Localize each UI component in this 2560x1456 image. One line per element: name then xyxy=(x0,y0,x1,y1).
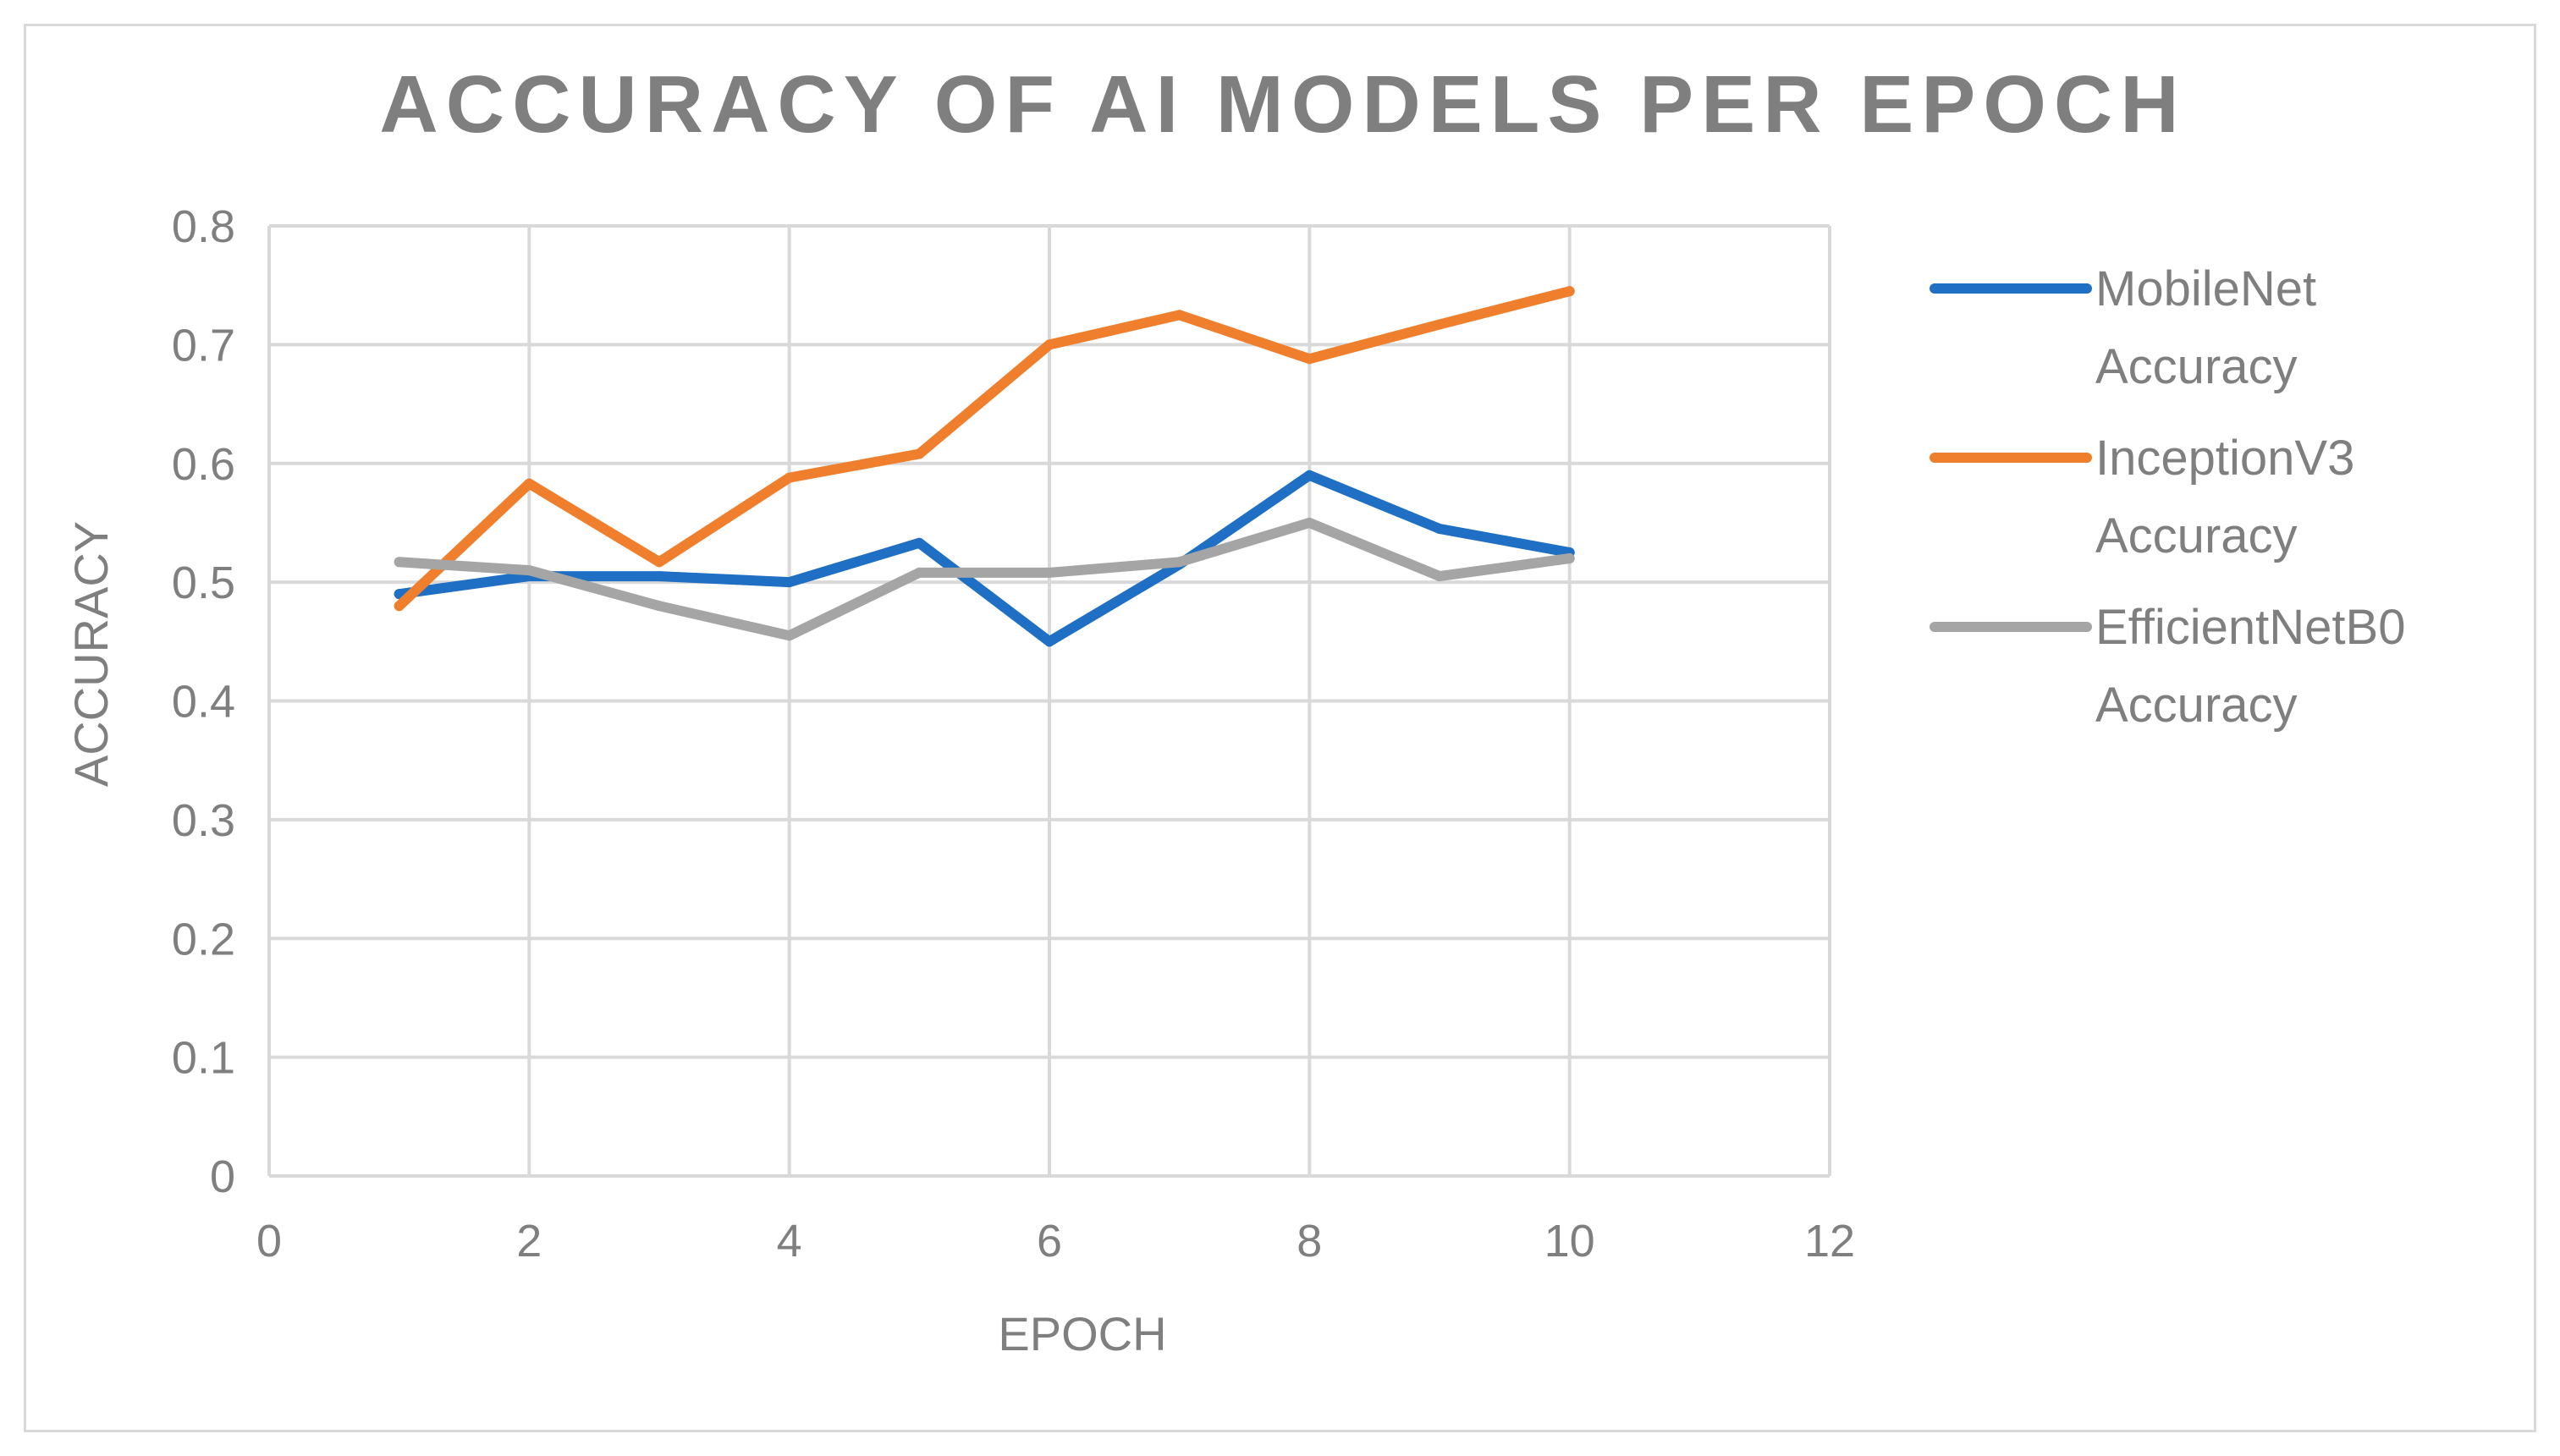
legend-label: EfficientNetB0 xyxy=(2095,600,2405,655)
data-point xyxy=(524,478,535,489)
y-tick-label: 0.5 xyxy=(172,558,235,608)
data-point xyxy=(914,567,925,578)
legend-label: InceptionV3 xyxy=(2095,431,2354,486)
y-tick-label: 0.8 xyxy=(172,201,235,252)
x-tick-label: 8 xyxy=(1297,1216,1322,1266)
data-point xyxy=(654,571,664,582)
y-axis-title: ACCURACY xyxy=(64,521,118,787)
y-tick-label: 0.3 xyxy=(172,795,235,846)
data-point xyxy=(914,537,925,548)
data-point xyxy=(914,448,925,459)
chart-frame: ACCURACY OF AI MODELS PER EPOCH 0 0.1 0.2 0… xyxy=(24,24,2536,1432)
chart-title: ACCURACY OF AI MODELS PER EPOCH xyxy=(379,59,2186,150)
data-point xyxy=(1044,567,1054,578)
data-point xyxy=(1174,557,1185,568)
data-point xyxy=(394,557,405,568)
series-line-2 xyxy=(394,517,1575,641)
data-point xyxy=(1304,470,1315,481)
data-point xyxy=(1434,319,1445,330)
data-point xyxy=(1044,636,1054,647)
x-tick-label: 0 xyxy=(256,1216,282,1266)
x-tick-label: 12 xyxy=(1804,1216,1855,1266)
data-point xyxy=(524,565,535,576)
data-point xyxy=(1304,517,1315,528)
data-point xyxy=(1564,553,1575,564)
data-point xyxy=(394,589,405,600)
data-point xyxy=(784,577,795,588)
data-point xyxy=(1434,571,1445,582)
legend: MobileNet Accuracy InceptionV3 Accuracy Effi… xyxy=(1930,261,2405,733)
data-point xyxy=(1564,286,1575,297)
y-tick-label: 0 xyxy=(210,1151,235,1202)
y-tick-label: 0.7 xyxy=(172,320,235,371)
series-line-0 xyxy=(394,470,1575,647)
data-point xyxy=(654,601,664,612)
data-point xyxy=(654,557,664,568)
data-point xyxy=(394,601,405,612)
y-tick-label: 0.4 xyxy=(172,677,235,728)
gridlines xyxy=(267,224,1831,1178)
data-point xyxy=(784,472,795,483)
legend-label: Accuracy xyxy=(2095,339,2298,394)
y-tick-label: 0.1 xyxy=(172,1033,235,1084)
legend-label: Accuracy xyxy=(2095,508,2298,563)
y-tick-label: 0.6 xyxy=(172,439,235,490)
axes: 0 0.1 0.2 0.3 0.4 0.5 0.6 0.7 0.8 0 2 4 6 8 10 12 xyxy=(172,201,1855,1266)
x-tick-label: 10 xyxy=(1544,1216,1595,1266)
legend-label: Accuracy xyxy=(2095,678,2298,733)
legend-label: MobileNet xyxy=(2095,261,2316,316)
series-line-1 xyxy=(394,286,1575,612)
data-point xyxy=(1044,339,1054,350)
data-point xyxy=(784,630,795,641)
line-chart: ACCURACY OF AI MODELS PER EPOCH 00.10.20… xyxy=(64,59,2405,1360)
x-tick-label: 2 xyxy=(516,1216,542,1266)
x-axis-title: EPOCH xyxy=(998,1307,1166,1360)
data-point xyxy=(1174,310,1185,321)
data-point xyxy=(1434,523,1445,534)
x-tick-label: 6 xyxy=(1037,1216,1062,1266)
y-tick-label: 0.2 xyxy=(172,914,235,964)
x-tick-label: 4 xyxy=(777,1216,802,1266)
data-point xyxy=(1304,354,1315,365)
series-lines xyxy=(394,286,1575,647)
